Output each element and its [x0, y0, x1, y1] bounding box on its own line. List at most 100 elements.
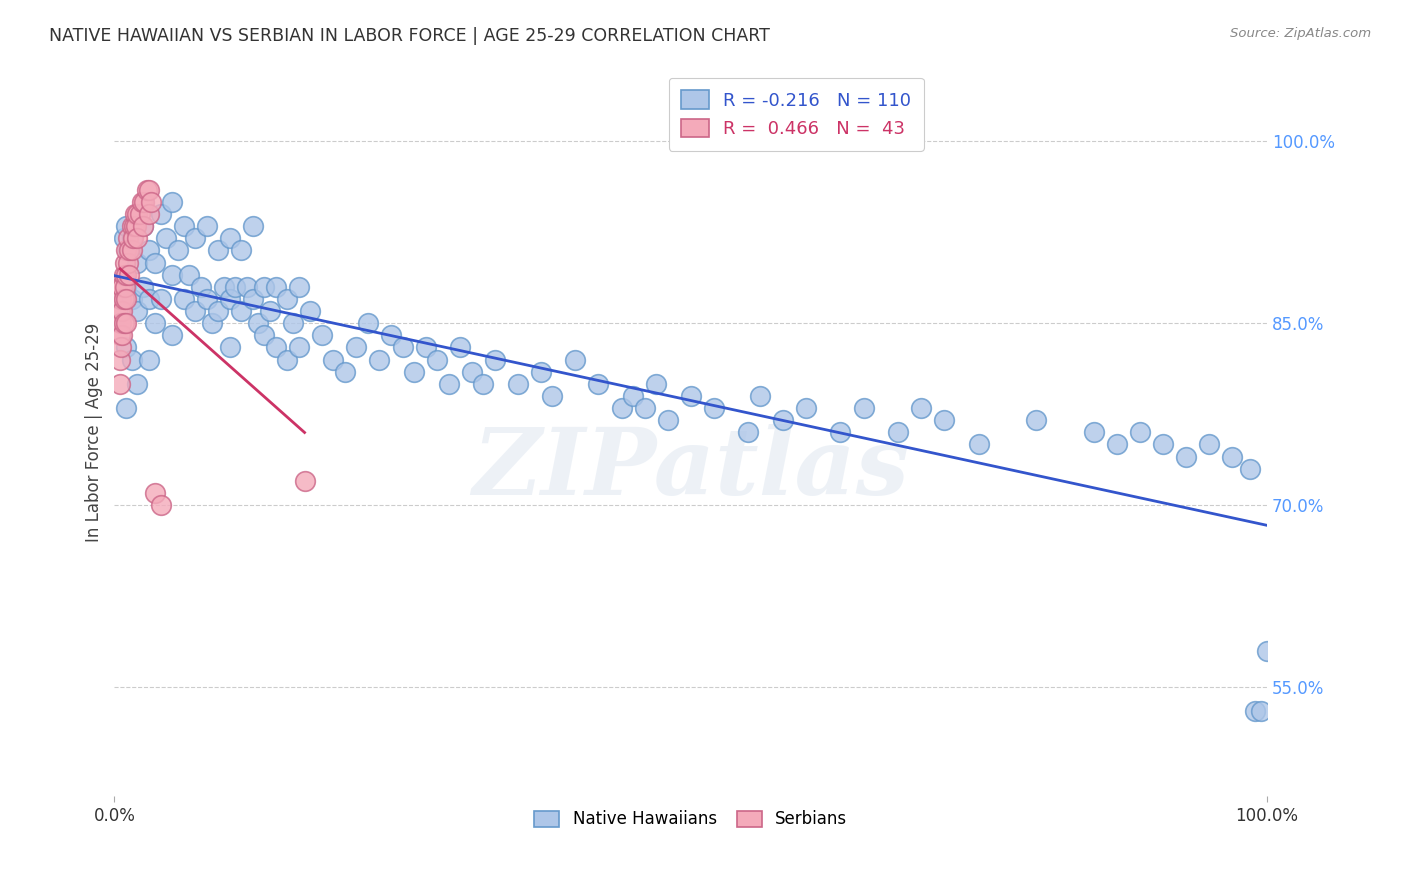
Point [1175, 450, 1198, 464]
Point [110, 316, 132, 330]
Point [131, 194, 153, 209]
Point [149, 498, 172, 512]
Point [112, 268, 135, 282]
Point [124, 207, 146, 221]
Point [121, 292, 143, 306]
Y-axis label: In Labor Force | Age 25-29: In Labor Force | Age 25-29 [86, 323, 103, 542]
Point [242, 292, 264, 306]
Point [231, 304, 253, 318]
Point [115, 316, 138, 330]
Point [110, 340, 132, 354]
Point [114, 255, 136, 269]
Point [112, 316, 135, 330]
Point [190, 280, 212, 294]
Point [264, 280, 287, 294]
Point [127, 207, 149, 221]
Point [155, 231, 177, 245]
Point [610, 401, 633, 415]
Point [294, 474, 316, 488]
Point [449, 340, 471, 354]
Point [794, 401, 817, 415]
Point [748, 389, 770, 403]
Point [121, 219, 143, 234]
Point [115, 268, 138, 282]
Point [115, 340, 138, 354]
Point [108, 376, 131, 391]
Point [112, 292, 135, 306]
Point [1107, 437, 1129, 451]
Point [143, 255, 166, 269]
Point [264, 340, 287, 354]
Point [368, 352, 391, 367]
Point [127, 376, 149, 391]
Legend: Native Hawaiians, Serbians: Native Hawaiians, Serbians [527, 804, 853, 835]
Point [737, 425, 759, 440]
Point [1025, 413, 1047, 427]
Point [179, 268, 201, 282]
Point [288, 340, 311, 354]
Point [138, 183, 160, 197]
Point [173, 219, 195, 234]
Point [1250, 704, 1272, 718]
Point [224, 280, 246, 294]
Point [138, 207, 160, 221]
Point [121, 231, 143, 245]
Point [333, 365, 356, 379]
Point [1083, 425, 1105, 440]
Point [201, 316, 224, 330]
Point [415, 340, 437, 354]
Point [621, 389, 644, 403]
Point [967, 437, 990, 451]
Point [231, 244, 253, 258]
Point [703, 401, 725, 415]
Point [115, 401, 138, 415]
Point [110, 292, 132, 306]
Point [207, 244, 229, 258]
Point [125, 219, 148, 234]
Point [132, 219, 155, 234]
Point [138, 292, 160, 306]
Point [852, 401, 875, 415]
Point [772, 413, 794, 427]
Point [127, 304, 149, 318]
Point [437, 376, 460, 391]
Point [114, 280, 136, 294]
Point [1244, 704, 1267, 718]
Point [212, 280, 235, 294]
Point [460, 365, 482, 379]
Point [111, 280, 134, 294]
Point [633, 401, 655, 415]
Point [218, 292, 240, 306]
Point [402, 365, 425, 379]
Point [127, 255, 149, 269]
Point [288, 280, 311, 294]
Point [242, 219, 264, 234]
Point [1239, 461, 1261, 475]
Point [108, 292, 131, 306]
Point [426, 352, 449, 367]
Point [299, 304, 322, 318]
Point [143, 316, 166, 330]
Point [253, 280, 276, 294]
Point [236, 280, 259, 294]
Point [357, 316, 380, 330]
Point [108, 304, 131, 318]
Point [160, 194, 183, 209]
Point [149, 207, 172, 221]
Text: ZIPatlas: ZIPatlas [472, 424, 910, 514]
Point [112, 231, 135, 245]
Point [830, 425, 852, 440]
Point [143, 486, 166, 500]
Point [149, 292, 172, 306]
Point [160, 328, 183, 343]
Point [111, 328, 134, 343]
Text: Source: ZipAtlas.com: Source: ZipAtlas.com [1230, 27, 1371, 40]
Point [195, 292, 218, 306]
Point [322, 352, 344, 367]
Point [311, 328, 333, 343]
Point [380, 328, 402, 343]
Point [118, 268, 141, 282]
Point [173, 292, 195, 306]
Point [472, 376, 495, 391]
Point [128, 207, 150, 221]
